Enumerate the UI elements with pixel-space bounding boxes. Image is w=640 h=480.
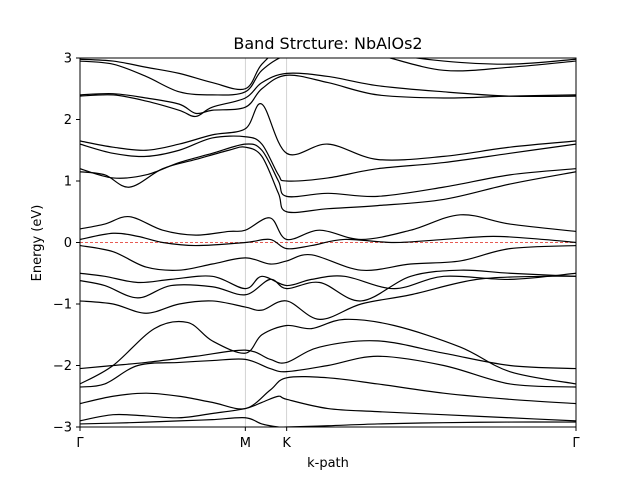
band-line-19: [80, 58, 576, 96]
band-line-12: [80, 214, 576, 241]
y-tick-label: 1: [64, 175, 72, 190]
band-line-8: [80, 269, 576, 302]
band-line-3: [80, 376, 576, 410]
band-line-7: [80, 275, 576, 320]
y-tick-label: −1: [53, 298, 72, 313]
band-line-5: [80, 340, 576, 370]
band-line-20: [80, 58, 576, 91]
band-line-15: [80, 135, 576, 182]
y-tick-label: 0: [64, 236, 72, 251]
band-line-9: [80, 272, 576, 290]
y-tick-label: 2: [64, 113, 72, 128]
y-tick-label: 3: [64, 52, 72, 67]
y-tick-label: −2: [53, 359, 72, 374]
x-tick-label: Γ: [572, 436, 580, 451]
band-line-13: [80, 146, 576, 214]
x-axis-label: k-path: [307, 456, 349, 471]
band-line-2: [80, 395, 576, 422]
band-line-1: [80, 417, 576, 427]
band-line-10: [80, 244, 576, 272]
band-line-16: [80, 103, 576, 161]
band-line-6: [80, 318, 576, 385]
band-line-4: [80, 355, 576, 388]
band-line-11: [80, 232, 576, 250]
plot-frame: [79, 57, 577, 428]
x-tick-label: Γ: [76, 436, 84, 451]
chart-title: Band Strcture: NbAlOs2: [233, 34, 422, 53]
y-tick-label: −3: [53, 421, 72, 436]
ticks-layer: −3 −2 −1 0 1 2 3 Γ M K Γ: [53, 52, 581, 452]
x-tick-label: M: [240, 436, 251, 451]
y-axis-label: Energy (eV): [30, 205, 45, 282]
x-tick-label: K: [282, 436, 291, 451]
band-line-17: [80, 72, 576, 118]
band-line-18: [80, 74, 576, 115]
bands-layer: [80, 58, 576, 427]
band-line-14: [80, 143, 576, 198]
